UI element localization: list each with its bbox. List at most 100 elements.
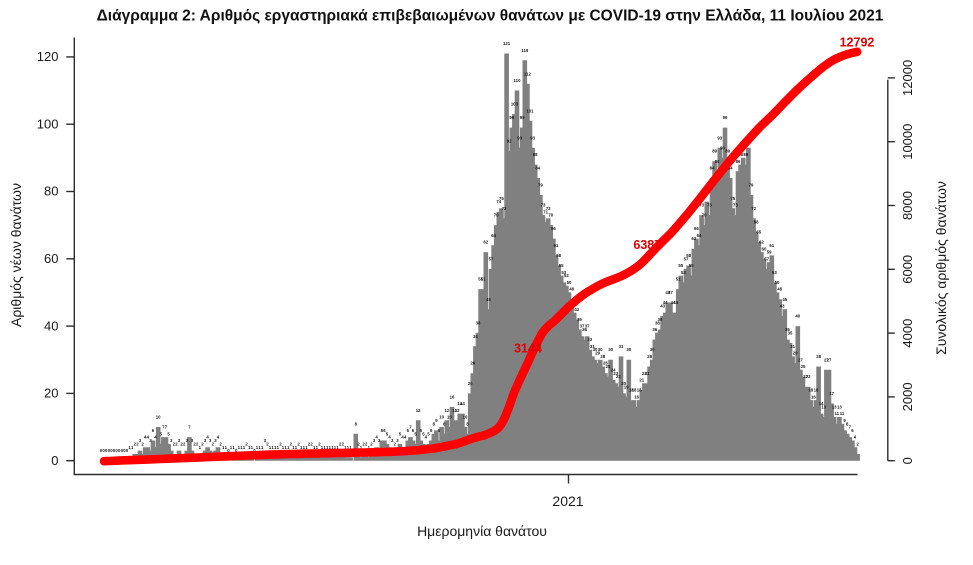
svg-text:2: 2 (308, 442, 311, 447)
svg-text:6: 6 (438, 428, 441, 433)
svg-text:5: 5 (167, 431, 170, 436)
svg-text:4: 4 (206, 435, 209, 440)
svg-text:65: 65 (756, 230, 761, 235)
svg-text:1: 1 (225, 445, 228, 450)
svg-text:13: 13 (837, 405, 842, 410)
svg-text:61: 61 (554, 243, 559, 248)
svg-text:20: 20 (44, 386, 58, 401)
svg-text:18: 18 (637, 388, 642, 393)
svg-text:79: 79 (749, 182, 754, 187)
svg-text:1: 1 (232, 445, 235, 450)
svg-text:63: 63 (691, 236, 696, 241)
svg-text:1: 1 (368, 445, 371, 450)
svg-text:43: 43 (780, 304, 785, 309)
svg-text:88: 88 (743, 152, 748, 157)
svg-text:13: 13 (832, 405, 837, 410)
svg-text:1: 1 (303, 445, 306, 450)
svg-text:93: 93 (530, 135, 535, 140)
svg-text:0: 0 (108, 448, 111, 453)
svg-text:72: 72 (546, 206, 551, 211)
svg-text:36: 36 (652, 327, 657, 332)
svg-text:47: 47 (665, 290, 670, 295)
svg-text:22: 22 (616, 374, 621, 379)
svg-text:4: 4 (144, 435, 147, 440)
svg-text:12: 12 (452, 408, 457, 413)
svg-text:Διάγραμμα 2: Αριθμός εργαστηρι: Διάγραμμα 2: Αριθμός εργαστηριακά επιβεβ… (97, 8, 884, 25)
svg-text:64: 64 (491, 233, 496, 238)
svg-text:16: 16 (811, 394, 816, 399)
svg-text:75: 75 (499, 196, 504, 201)
svg-text:12000: 12000 (900, 60, 915, 96)
svg-text:1: 1 (313, 445, 316, 450)
svg-text:2021: 2021 (552, 493, 583, 509)
svg-text:53: 53 (772, 270, 777, 275)
svg-text:2: 2 (141, 442, 144, 447)
svg-text:1: 1 (326, 445, 329, 450)
svg-text:51: 51 (676, 277, 681, 282)
svg-text:93: 93 (717, 135, 722, 140)
svg-text:14: 14 (460, 401, 465, 406)
svg-text:6: 6 (152, 428, 155, 433)
svg-text:2000: 2000 (900, 382, 915, 411)
svg-text:21: 21 (639, 378, 644, 383)
svg-text:3: 3 (191, 438, 194, 443)
svg-text:53: 53 (561, 270, 566, 275)
svg-text:3: 3 (209, 438, 212, 443)
svg-text:66: 66 (551, 226, 556, 231)
svg-text:10: 10 (439, 415, 444, 420)
svg-text:58: 58 (556, 253, 561, 258)
svg-text:3144: 3144 (514, 342, 542, 356)
svg-text:2: 2 (370, 442, 373, 447)
svg-text:5: 5 (414, 431, 417, 436)
svg-text:90: 90 (720, 145, 725, 150)
svg-text:2: 2 (219, 442, 222, 447)
svg-text:3: 3 (264, 438, 267, 443)
svg-text:2: 2 (856, 442, 859, 447)
svg-text:4: 4 (147, 435, 150, 440)
svg-text:101: 101 (526, 108, 534, 113)
svg-text:2: 2 (279, 442, 282, 447)
svg-text:62: 62 (483, 240, 488, 245)
svg-text:16: 16 (450, 394, 455, 399)
svg-text:88: 88 (738, 152, 743, 157)
svg-text:1: 1 (271, 445, 274, 450)
svg-text:57: 57 (684, 256, 689, 261)
svg-text:45: 45 (782, 297, 787, 302)
svg-text:99: 99 (509, 115, 514, 120)
svg-text:1: 1 (238, 445, 241, 450)
svg-text:3: 3 (373, 438, 376, 443)
svg-text:11: 11 (835, 411, 840, 416)
svg-text:30: 30 (598, 347, 603, 352)
svg-text:39: 39 (658, 317, 663, 322)
svg-text:1: 1 (321, 445, 324, 450)
svg-text:2: 2 (357, 442, 360, 447)
svg-text:18: 18 (814, 388, 819, 393)
svg-text:30: 30 (593, 347, 598, 352)
svg-text:3: 3 (170, 438, 173, 443)
svg-text:39: 39 (577, 317, 582, 322)
svg-text:10: 10 (156, 415, 161, 420)
svg-text:2: 2 (173, 442, 176, 447)
svg-text:2: 2 (180, 442, 183, 447)
svg-text:9: 9 (843, 418, 846, 423)
svg-text:44: 44 (663, 300, 668, 305)
svg-text:100: 100 (37, 116, 59, 131)
svg-text:Αριθμός νέων θανάτων: Αριθμός νέων θανάτων (8, 183, 24, 327)
svg-text:3: 3 (391, 438, 394, 443)
svg-text:5: 5 (160, 431, 163, 436)
svg-text:50: 50 (775, 280, 780, 285)
svg-text:0: 0 (113, 448, 116, 453)
svg-text:31: 31 (590, 344, 595, 349)
svg-text:14: 14 (819, 401, 824, 406)
svg-text:7: 7 (165, 425, 168, 430)
svg-text:75: 75 (730, 196, 735, 201)
svg-text:68: 68 (754, 219, 759, 224)
svg-text:40: 40 (44, 318, 58, 333)
svg-text:1: 1 (269, 445, 272, 450)
svg-text:1: 1 (334, 445, 337, 450)
svg-text:1: 1 (349, 445, 352, 450)
svg-text:47: 47 (668, 290, 673, 295)
svg-text:30: 30 (650, 347, 655, 352)
svg-text:1: 1 (287, 445, 290, 450)
svg-text:7: 7 (188, 425, 191, 430)
